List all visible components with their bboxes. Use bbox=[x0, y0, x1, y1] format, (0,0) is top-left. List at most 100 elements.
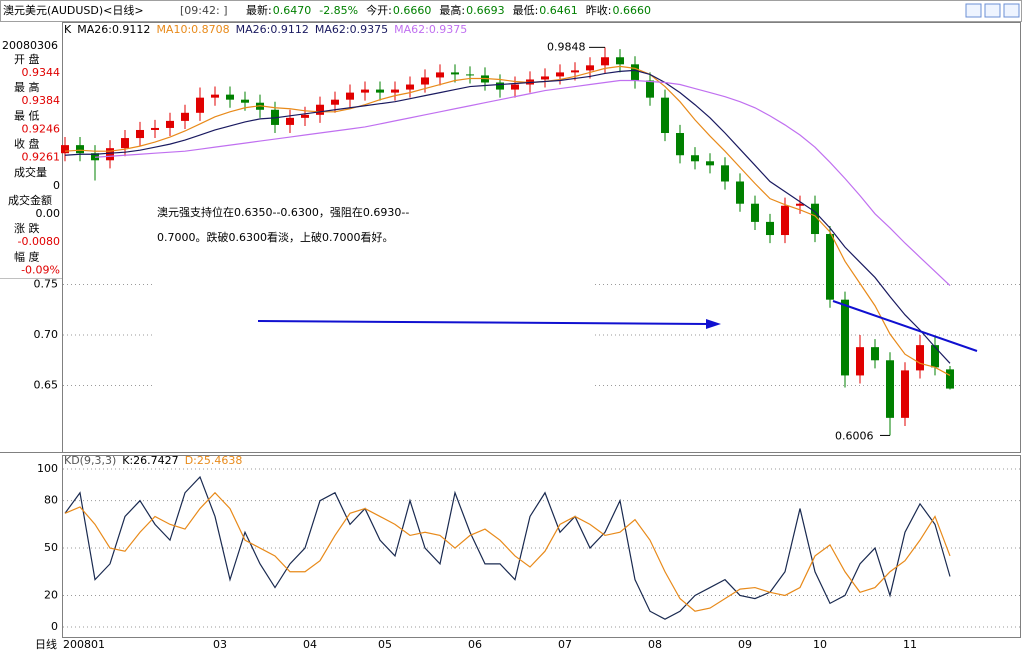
header-time: [09:42: ] bbox=[180, 4, 228, 17]
info-label: 幅 度 bbox=[14, 249, 40, 263]
info-value: -0.0080 bbox=[18, 235, 60, 248]
x-tick-label: 06 bbox=[468, 638, 482, 651]
candle-body bbox=[226, 94, 234, 100]
candle-body bbox=[661, 97, 669, 134]
min-label: 0.6006 bbox=[835, 429, 874, 442]
candle-body bbox=[586, 65, 594, 71]
candle-body bbox=[316, 104, 324, 115]
info-label: 开 盘 bbox=[14, 52, 40, 66]
candle-body bbox=[556, 72, 564, 77]
y-tick-label: 100 bbox=[37, 462, 58, 475]
candle-body bbox=[676, 133, 684, 156]
candle-body bbox=[76, 145, 84, 154]
candle-body bbox=[106, 148, 114, 161]
legend-entry: MA26:0.9112 bbox=[236, 23, 309, 36]
candle-body bbox=[736, 181, 744, 204]
info-date: 20080306 bbox=[2, 39, 58, 52]
note-line: 0.7000。跌破0.6300看淡，上破0.7000看好。 bbox=[157, 230, 393, 244]
legend-entry: KD(9,3,3) bbox=[64, 454, 116, 467]
x-tick-label: 10 bbox=[813, 638, 827, 651]
y-tick-label: 50 bbox=[44, 541, 58, 554]
info-label: 最 低 bbox=[14, 109, 40, 122]
candle-body bbox=[946, 369, 954, 389]
arrow-shaft bbox=[257, 320, 709, 325]
candle-body bbox=[421, 77, 429, 85]
quote-label: 昨收: bbox=[586, 3, 612, 17]
legend-entry: K bbox=[64, 23, 72, 36]
candle-body bbox=[871, 347, 879, 361]
legend-entry: MA26:0.9112 bbox=[77, 23, 150, 36]
candle-body bbox=[811, 203, 819, 235]
quote-list: 最新: 0.6470 -2.85% 今开: 0.6660 最高: 0.6693 最低: 0.64… bbox=[246, 3, 651, 17]
note-box bbox=[153, 198, 593, 452]
candle-body bbox=[841, 299, 849, 376]
candle-body bbox=[796, 203, 804, 206]
candle-body bbox=[451, 72, 459, 75]
header-bar bbox=[0, 0, 1022, 22]
kd-frame bbox=[62, 455, 1021, 638]
quote-value: 0.6470 bbox=[273, 4, 312, 17]
candle-body bbox=[61, 145, 69, 154]
candle-body bbox=[901, 370, 909, 418]
candle-body bbox=[346, 92, 354, 100]
info-label: 最 高 bbox=[14, 80, 40, 94]
candle-body bbox=[286, 117, 294, 125]
x-tick-label: 07 bbox=[558, 638, 572, 651]
candle-body bbox=[691, 155, 699, 162]
candle-body bbox=[856, 347, 864, 376]
plot-area bbox=[61, 47, 1020, 628]
prev-button[interactable] bbox=[965, 3, 982, 18]
x-axis-label: 日线 bbox=[35, 637, 57, 651]
legend-entry: MA10:0.8708 bbox=[156, 23, 229, 36]
candle-body bbox=[466, 74, 474, 76]
header-title: 澳元美元(AUDUSD)<日线> bbox=[3, 3, 144, 17]
ma-line bbox=[94, 79, 951, 286]
price-frame bbox=[62, 22, 1021, 453]
close-button[interactable] bbox=[1003, 3, 1020, 18]
candle-body bbox=[151, 127, 159, 130]
ma-line bbox=[64, 69, 951, 364]
info-value: 0.00 bbox=[36, 207, 61, 220]
candle-body bbox=[196, 97, 204, 113]
candle-body bbox=[436, 72, 444, 78]
legend-entry: D:25.4638 bbox=[185, 454, 243, 467]
legend-entry: K:26.7427 bbox=[122, 454, 178, 467]
candle-body bbox=[886, 360, 894, 418]
candle-body bbox=[361, 89, 369, 93]
candle-body bbox=[781, 205, 789, 236]
quote-label: 最高: bbox=[439, 3, 465, 17]
candle-body bbox=[541, 76, 549, 80]
y-tick-label: 20 bbox=[44, 588, 58, 601]
arrow-head bbox=[706, 319, 721, 329]
y-tick-label: 0.70 bbox=[34, 328, 59, 341]
quote-label: 今开: bbox=[366, 3, 392, 17]
candle-body bbox=[121, 138, 129, 149]
candle-body bbox=[331, 99, 339, 105]
candle-body bbox=[241, 99, 249, 103]
info-value: 0.9344 bbox=[22, 66, 61, 79]
candle-body bbox=[511, 84, 519, 90]
x-tick-label: 11 bbox=[903, 638, 917, 651]
info-label: 收 盘 bbox=[14, 137, 40, 151]
y-tick-label: 0 bbox=[51, 620, 58, 633]
y-tick-label: 0.65 bbox=[34, 379, 59, 392]
info-value: 0.9384 bbox=[22, 94, 61, 107]
info-value: 0.9246 bbox=[22, 122, 61, 135]
candle-body bbox=[571, 70, 579, 73]
candle-body bbox=[601, 57, 609, 66]
candle-body bbox=[376, 89, 384, 93]
info-label: 涨 跌 bbox=[14, 221, 40, 235]
next-button[interactable] bbox=[984, 3, 1001, 18]
info-value: 0.9261 bbox=[22, 151, 61, 164]
x-tick-label: 09 bbox=[738, 638, 752, 651]
kd-line bbox=[64, 491, 951, 612]
candle-body bbox=[721, 165, 729, 182]
candle-body bbox=[631, 64, 639, 81]
quote-value: 0.6693 bbox=[466, 4, 505, 17]
quote-label: 最新: bbox=[246, 3, 272, 17]
info-value: 0 bbox=[53, 179, 60, 192]
y-tick-label: 0.75 bbox=[34, 278, 59, 291]
candle-body bbox=[826, 234, 834, 300]
candle-body bbox=[616, 57, 624, 65]
